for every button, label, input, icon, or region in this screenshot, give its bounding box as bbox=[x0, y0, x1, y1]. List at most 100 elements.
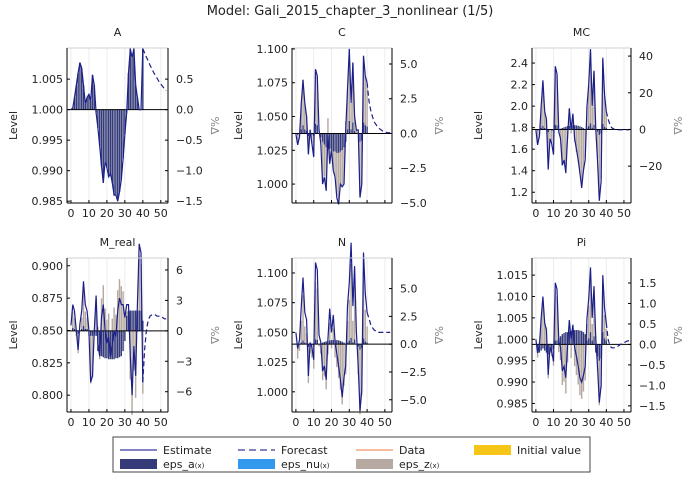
eps_a-bar bbox=[563, 332, 565, 345]
eps_z-bar bbox=[579, 344, 581, 396]
eps_a-bar bbox=[563, 127, 565, 130]
eps_z-bar bbox=[556, 75, 558, 126]
y2-tick-label: 2.5 bbox=[400, 310, 418, 323]
eps_a-bar bbox=[109, 330, 112, 360]
eps_z-bar bbox=[113, 307, 115, 331]
eps_z-bar bbox=[598, 360, 600, 406]
eps_z-bar bbox=[350, 102, 352, 130]
eps_a-bar bbox=[332, 339, 334, 345]
legend-label: Forecast bbox=[281, 444, 328, 457]
y2-tick-label: −5.0 bbox=[400, 394, 427, 407]
eps_z-bar bbox=[346, 320, 349, 343]
eps_a-bar bbox=[602, 123, 604, 130]
eps_a-bar bbox=[547, 344, 549, 355]
eps_a-bar bbox=[332, 133, 334, 152]
legend-item-eps-a: eps_a(x) bbox=[120, 458, 205, 471]
y-tick-label: 1.050 bbox=[257, 111, 289, 124]
estimate-line bbox=[295, 242, 368, 411]
eps_a-bar bbox=[603, 126, 606, 130]
eps_a-bar bbox=[134, 85, 137, 110]
eps_a-bar bbox=[554, 124, 556, 130]
eps_z-bar bbox=[298, 344, 301, 351]
eps_a-bar bbox=[586, 340, 588, 345]
eps_a-bar bbox=[329, 133, 331, 149]
eps_a-bar bbox=[320, 133, 322, 138]
x-tick-label: 10 bbox=[82, 416, 96, 429]
eps_a-bar bbox=[100, 109, 103, 166]
eps_z-bar bbox=[316, 76, 318, 126]
eps_a-bar bbox=[127, 73, 130, 110]
eps_z-bar bbox=[542, 82, 544, 126]
legend-item-estimate: Estimate bbox=[120, 444, 212, 457]
eps_a-bar bbox=[337, 340, 340, 345]
eps_a-bar bbox=[334, 133, 336, 152]
eps_z-bar bbox=[577, 129, 579, 162]
eps_z-bar bbox=[536, 352, 539, 358]
panel-pi: Pi 0 10 20 30 40 50 0.985 0.990 0.995 1.000 1.005 1.… bbox=[472, 236, 684, 429]
eps_a-bar bbox=[90, 100, 92, 110]
eps_a-bar bbox=[307, 133, 310, 137]
eps_a-bar bbox=[82, 85, 85, 110]
eps_a-bar bbox=[591, 340, 593, 345]
eps_z-bar bbox=[323, 144, 326, 177]
eps_a-bar bbox=[565, 126, 567, 130]
eps_a-bar bbox=[551, 344, 553, 351]
eps_z-bar bbox=[122, 291, 124, 331]
y-axis-label: Level bbox=[7, 320, 20, 349]
eps_a-bar bbox=[588, 338, 590, 345]
eps_a-bar bbox=[602, 332, 604, 345]
eps_a-bar bbox=[330, 133, 333, 151]
panel-a: A 0 10 20 30 40 50 0.985 0.990 0.995 1.000 1.005 0.5… bbox=[7, 26, 221, 220]
eps_z-bar bbox=[543, 322, 546, 345]
y-tick-label: 0.825 bbox=[32, 357, 64, 370]
eps_a-bar bbox=[543, 127, 546, 130]
eps_z-bar bbox=[73, 317, 76, 329]
eps_z-bar bbox=[300, 320, 302, 343]
eps_a-bar bbox=[352, 122, 354, 134]
eps_a-bar bbox=[136, 97, 139, 110]
eps_z-bar bbox=[603, 314, 606, 339]
legend-swatch bbox=[238, 459, 275, 469]
eps_a-bar bbox=[605, 340, 608, 345]
eps_a-bar bbox=[124, 109, 126, 135]
y-axis-label: Level bbox=[232, 111, 245, 140]
x-tick-label: 0 bbox=[532, 207, 539, 220]
x-tick-label: 0 bbox=[292, 416, 299, 429]
eps_a-bar bbox=[140, 310, 142, 331]
eps_z-bar bbox=[120, 286, 122, 331]
eps_a-bar bbox=[102, 109, 105, 183]
eps_a-bar bbox=[353, 339, 356, 345]
eps_a-bar bbox=[304, 342, 306, 345]
eps_a-bar bbox=[79, 62, 81, 110]
eps_z-bar bbox=[556, 296, 558, 341]
eps_z-bar bbox=[588, 86, 590, 126]
figure-title: Model: Gali_2015_chapter_3_nonlinear (1/… bbox=[207, 4, 494, 19]
eps_z-bar bbox=[106, 319, 108, 331]
eps_a-bar bbox=[346, 129, 349, 134]
eps_a-bar bbox=[120, 109, 122, 180]
y-axis-label: Level bbox=[7, 111, 20, 140]
eps_z-bar bbox=[304, 102, 306, 130]
eps_a-bar bbox=[302, 340, 304, 345]
y-tick-label: 1.005 bbox=[497, 312, 529, 325]
x-tick-label: 30 bbox=[582, 207, 596, 220]
eps_a-bar bbox=[362, 122, 365, 134]
eps_z-bar bbox=[104, 308, 106, 331]
eps_a-bar bbox=[545, 344, 548, 353]
eps_z-bar bbox=[82, 290, 85, 326]
eps_a-bar bbox=[314, 339, 317, 345]
eps_a-bar bbox=[73, 328, 76, 331]
eps_z-bar bbox=[579, 129, 581, 174]
y2-tick-label: 0.0 bbox=[176, 104, 194, 117]
eps_a-bar bbox=[120, 330, 122, 357]
estimate-line bbox=[535, 49, 607, 201]
eps_a-bar bbox=[572, 330, 574, 345]
y2-tick-label: −1.0 bbox=[639, 379, 666, 392]
eps_z-bar bbox=[536, 130, 539, 144]
y2-tick-label: 0.0 bbox=[639, 338, 657, 351]
eps_z-bar bbox=[136, 330, 139, 332]
eps_z-bar bbox=[603, 96, 606, 127]
eps_a-bar bbox=[577, 125, 579, 130]
eps_z-bar bbox=[575, 129, 578, 153]
